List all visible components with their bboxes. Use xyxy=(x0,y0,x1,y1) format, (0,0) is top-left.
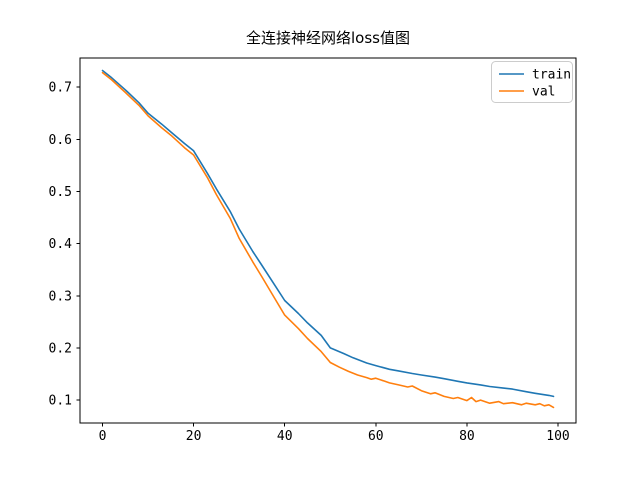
legend-frame xyxy=(491,61,573,103)
legend-val-label: val xyxy=(532,85,555,100)
y-tick-label: 0.3 xyxy=(49,289,72,304)
x-tick-label: 60 xyxy=(368,429,384,444)
y-tick-label: 0.4 xyxy=(49,237,73,252)
x-tick-label: 20 xyxy=(186,429,202,444)
y-tick-label: 0.6 xyxy=(49,133,72,148)
y-tick-label: 0.7 xyxy=(49,81,72,96)
y-tick-label: 0.1 xyxy=(49,394,72,409)
chart-title: 全连接神经网络loss值图 xyxy=(246,29,410,47)
y-tick-label: 0.5 xyxy=(49,185,72,200)
x-tick-label: 100 xyxy=(546,429,569,444)
val-line xyxy=(101,71,555,409)
plot-area xyxy=(79,57,577,424)
legend: train val xyxy=(491,61,573,103)
legend-train-label: train xyxy=(532,68,571,83)
x-tick-label: 0 xyxy=(99,429,107,444)
x-tick-label: 80 xyxy=(459,429,475,444)
x-tick-label: 40 xyxy=(277,429,293,444)
axis-ticks: 0 20 40 60 80 100 0.1 0.2 0.3 0.4 0.5 0.6 0.7 xyxy=(49,81,570,444)
train-line xyxy=(101,69,555,398)
series-lines xyxy=(101,69,555,409)
y-tick-label: 0.2 xyxy=(49,341,72,356)
